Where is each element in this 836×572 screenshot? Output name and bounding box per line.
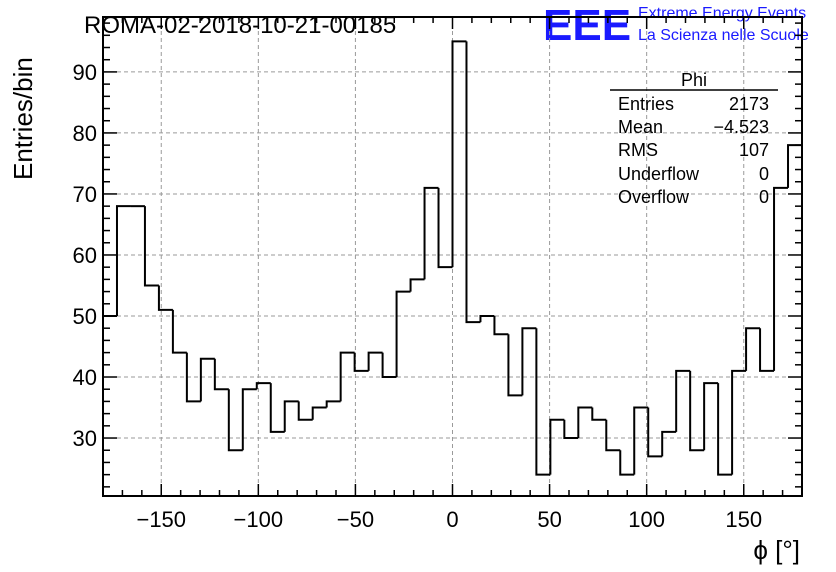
stats-value-entries: 2173: [729, 94, 769, 114]
stats-box-title: Phi: [681, 70, 707, 90]
x-tick-label: −100: [234, 507, 284, 532]
stats-value-overflow: 0: [759, 187, 769, 207]
x-tick-label: −150: [136, 507, 186, 532]
stats-label-mean: Mean: [618, 117, 663, 137]
histogram-bin: [102, 314, 117, 496]
histogram-bin: [451, 40, 467, 268]
histogram-bin: [647, 407, 663, 458]
histogram-bin: [507, 334, 523, 397]
logo-mark: EEE: [543, 1, 631, 50]
logo-line-2: La Scienza nelle Scuole: [638, 27, 809, 44]
histogram-bin: [423, 186, 439, 280]
y-tick-label: 70: [73, 182, 97, 207]
histogram-bin: [479, 314, 495, 323]
histogram-bin: [563, 419, 579, 440]
stats-label-overflow: Overflow: [618, 187, 690, 207]
histogram-bin: [535, 328, 551, 476]
histogram-bin: [381, 352, 397, 379]
x-axis-label: ϕ [°]: [753, 535, 800, 565]
x-tick-label: 0: [446, 507, 458, 532]
histogram-bin: [661, 430, 677, 457]
stats-value-underflow: 0: [759, 164, 769, 184]
histogram-bin: [339, 351, 355, 402]
histogram-bin: [633, 406, 649, 475]
y-tick-label: 60: [73, 243, 97, 268]
logo-line-1: Extreme Energy Events: [638, 5, 806, 22]
y-tick-label: 40: [73, 365, 97, 390]
histogram-bin: [703, 382, 719, 451]
histogram-bin: [213, 358, 229, 391]
histogram-bin: [143, 206, 159, 287]
y-axis-ticks: 30 40 50 60 70 80 90: [73, 22, 802, 488]
histogram-bin: [521, 327, 537, 396]
histogram-bin: [353, 352, 369, 372]
histogram-bin: [745, 327, 761, 371]
y-tick-label: 80: [73, 121, 97, 146]
grid-lines: [103, 17, 802, 496]
histogram-bin: [675, 369, 691, 432]
histogram-bin: [269, 383, 285, 433]
histogram-bin: [297, 401, 313, 421]
histogram-bin: [157, 285, 173, 311]
histogram-bin: [255, 382, 271, 390]
histogram-bin: [367, 351, 383, 371]
y-tick-label: 30: [73, 426, 97, 451]
x-tick-label: −50: [337, 507, 374, 532]
histogram-bin: [115, 205, 131, 316]
eee-logo: EEE Extreme Energy Events La Scienza nel…: [543, 1, 809, 50]
histogram-bin: [717, 383, 733, 476]
x-tick-label: 150: [725, 507, 762, 532]
stats-label-rms: RMS: [618, 140, 658, 160]
stats-value-rms: 107: [739, 140, 769, 160]
y-tick-label: 90: [73, 60, 97, 85]
histogram-bin: [409, 278, 425, 292]
x-tick-label: 100: [628, 507, 665, 532]
histogram-bin: [185, 352, 201, 403]
histogram-bin: [241, 388, 257, 451]
histogram-bin: [171, 309, 187, 354]
histogram-bin: [787, 144, 803, 496]
x-tick-label: 50: [537, 507, 561, 532]
histogram-bin: [549, 418, 565, 475]
stats-value-mean: −4.523: [713, 117, 769, 137]
histogram-bin: [283, 400, 299, 432]
stats-label-entries: Entries: [618, 94, 674, 114]
histogram-bin: [759, 328, 775, 372]
histogram-bin: [689, 370, 705, 452]
histogram-series: [102, 40, 803, 496]
histogram-bin: [619, 450, 635, 476]
stats-label-underflow: Underflow: [618, 164, 700, 184]
histogram-bin: [437, 187, 453, 269]
y-tick-label: 50: [73, 304, 97, 329]
x-axis-ticks: −150 −100 −50 0 50 100 150: [102, 17, 803, 532]
histogram-bin: [199, 357, 215, 402]
stats-box: Phi Entries 2173 Mean −4.523 RMS 107 Und…: [610, 70, 778, 207]
histogram-bin: [591, 407, 607, 421]
histogram-bin: [227, 389, 243, 452]
histogram-bin: [493, 315, 509, 336]
histogram-bin: [605, 419, 621, 452]
histogram-bin: [465, 41, 481, 324]
y-axis-label: Entries/bin: [8, 57, 38, 180]
histogram-bin: [395, 290, 411, 378]
histogram-bin: [325, 400, 341, 408]
histogram-bin: [731, 369, 747, 475]
histogram-bin: [311, 406, 327, 420]
histogram-bin: [773, 186, 789, 371]
histogram-bin: [577, 406, 593, 439]
